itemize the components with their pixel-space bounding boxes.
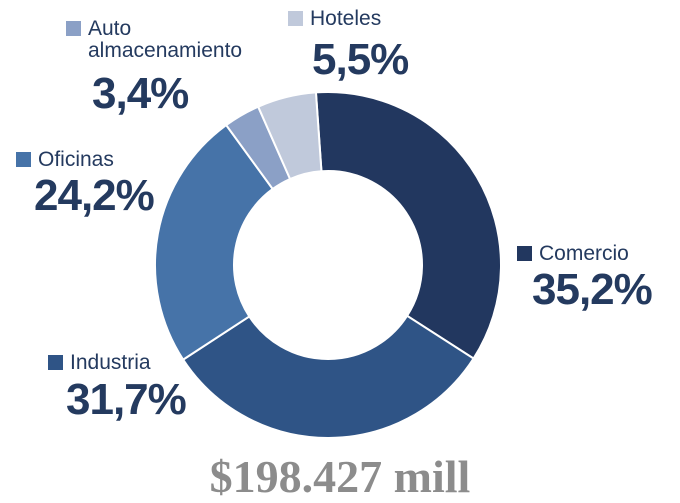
legend-swatch <box>517 246 532 261</box>
legend-label: Oficinas <box>38 148 114 171</box>
legend-entry: Industria <box>48 352 151 374</box>
slice <box>181 314 475 439</box>
value-label: 3,4% <box>92 69 189 118</box>
slice <box>314 91 502 360</box>
slice <box>256 91 323 181</box>
legend-label: Auto almacenamiento <box>88 17 243 62</box>
legend-entry: Hoteles <box>288 8 381 30</box>
legend-swatch <box>288 11 303 26</box>
legend-entry: Comercio <box>517 243 629 265</box>
legend-label: Industria <box>70 351 151 374</box>
total-label: $198.427 mill <box>209 451 471 502</box>
legend-swatch <box>66 21 81 36</box>
legend-swatch <box>48 355 63 370</box>
legend-entry: Oficinas <box>16 149 114 171</box>
value-label: 31,7% <box>66 375 187 424</box>
value-label: 5,5% <box>312 35 409 84</box>
legend-label: Hoteles <box>310 7 382 30</box>
value-label: 35,2% <box>532 265 653 314</box>
legend-label: Comercio <box>539 242 629 265</box>
slice <box>154 123 275 362</box>
legend-entry: Auto almacenamiento <box>66 18 288 62</box>
legend-swatch <box>16 152 31 167</box>
value-label: 24,2% <box>34 171 155 220</box>
